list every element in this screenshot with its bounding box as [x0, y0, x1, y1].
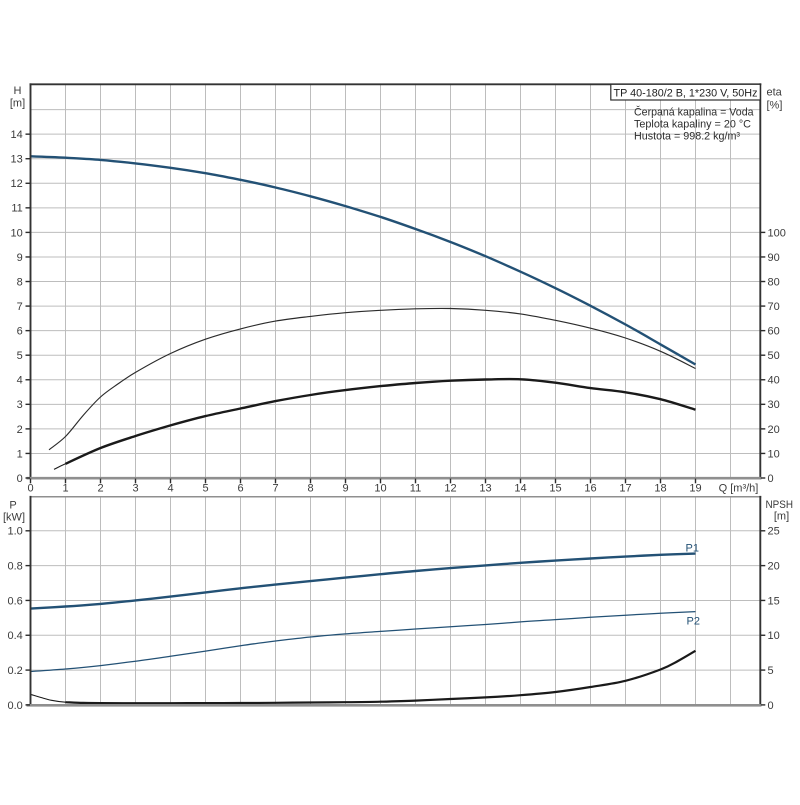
svg-text:1.0: 1.0	[8, 526, 23, 538]
svg-text:3: 3	[132, 482, 138, 494]
svg-text:11: 11	[410, 482, 421, 494]
svg-text:1: 1	[62, 482, 68, 494]
svg-text:4: 4	[167, 482, 173, 494]
svg-text:11: 11	[11, 203, 22, 215]
svg-text:7: 7	[272, 482, 278, 494]
svg-text:1: 1	[17, 448, 23, 460]
svg-text:19: 19	[689, 482, 701, 494]
svg-text:Q [m³/h]: Q [m³/h]	[719, 482, 759, 494]
svg-text:[m]: [m]	[10, 97, 25, 109]
svg-text:0.4: 0.4	[8, 630, 23, 642]
svg-text:0.8: 0.8	[8, 561, 23, 573]
svg-text:[m]: [m]	[774, 511, 789, 523]
svg-text:8: 8	[17, 276, 23, 288]
svg-text:10: 10	[11, 227, 23, 239]
svg-text:9: 9	[17, 252, 23, 264]
svg-text:70: 70	[768, 301, 780, 313]
svg-text:5: 5	[768, 665, 774, 677]
svg-text:10: 10	[768, 448, 780, 460]
svg-text:[kW]: [kW]	[3, 511, 25, 523]
svg-text:H: H	[14, 85, 22, 97]
svg-text:6: 6	[17, 326, 23, 338]
svg-text:6: 6	[237, 482, 243, 494]
svg-text:8: 8	[307, 482, 313, 494]
svg-text:0: 0	[768, 473, 774, 485]
svg-text:Čerpaná kapalina = Voda: Čerpaná kapalina = Voda	[634, 106, 754, 119]
svg-text:P1: P1	[686, 543, 699, 555]
svg-text:5: 5	[202, 482, 208, 494]
svg-text:Teplota kapaliny = 20 °C: Teplota kapaliny = 20 °C	[634, 119, 751, 131]
svg-text:0: 0	[27, 482, 33, 494]
svg-text:14: 14	[514, 482, 526, 494]
svg-text:NPSH: NPSH	[766, 499, 794, 511]
svg-text:[%]: [%]	[767, 99, 783, 111]
svg-text:0.0: 0.0	[8, 700, 23, 712]
svg-text:50: 50	[768, 350, 780, 362]
svg-text:20: 20	[768, 561, 780, 573]
svg-text:TP 40-180/2 B, 1*230 V, 50Hz: TP 40-180/2 B, 1*230 V, 50Hz	[614, 87, 758, 99]
svg-text:eta: eta	[767, 86, 783, 98]
svg-text:7: 7	[17, 301, 23, 313]
svg-text:12: 12	[11, 178, 23, 190]
svg-text:2: 2	[97, 482, 103, 494]
svg-text:80: 80	[768, 276, 780, 288]
svg-text:18: 18	[654, 482, 666, 494]
svg-text:3: 3	[17, 399, 23, 411]
svg-text:40: 40	[768, 375, 780, 387]
svg-text:17: 17	[619, 482, 631, 494]
svg-text:12: 12	[444, 482, 456, 494]
svg-text:0.6: 0.6	[8, 595, 23, 607]
svg-text:16: 16	[584, 482, 596, 494]
svg-text:0.2: 0.2	[8, 665, 23, 677]
svg-text:10: 10	[374, 482, 386, 494]
svg-text:0: 0	[17, 473, 23, 485]
svg-text:20: 20	[768, 424, 780, 436]
svg-text:P2: P2	[687, 616, 700, 628]
svg-text:4: 4	[17, 375, 23, 387]
svg-text:15: 15	[768, 595, 780, 607]
svg-text:90: 90	[768, 252, 780, 264]
svg-text:15: 15	[549, 482, 561, 494]
svg-text:100: 100	[768, 227, 786, 239]
svg-text:30: 30	[768, 399, 780, 411]
svg-text:2: 2	[17, 424, 23, 436]
svg-text:13: 13	[479, 482, 491, 494]
svg-text:60: 60	[768, 326, 780, 338]
svg-text:5: 5	[17, 350, 23, 362]
svg-text:13: 13	[11, 154, 23, 166]
svg-text:0: 0	[768, 700, 774, 712]
svg-text:P: P	[9, 499, 16, 511]
svg-text:14: 14	[11, 129, 23, 141]
svg-text:Hustota = 998.2 kg/m³: Hustota = 998.2 kg/m³	[634, 131, 740, 143]
svg-text:25: 25	[768, 526, 780, 538]
svg-text:10: 10	[768, 630, 780, 642]
svg-text:9: 9	[342, 482, 348, 494]
